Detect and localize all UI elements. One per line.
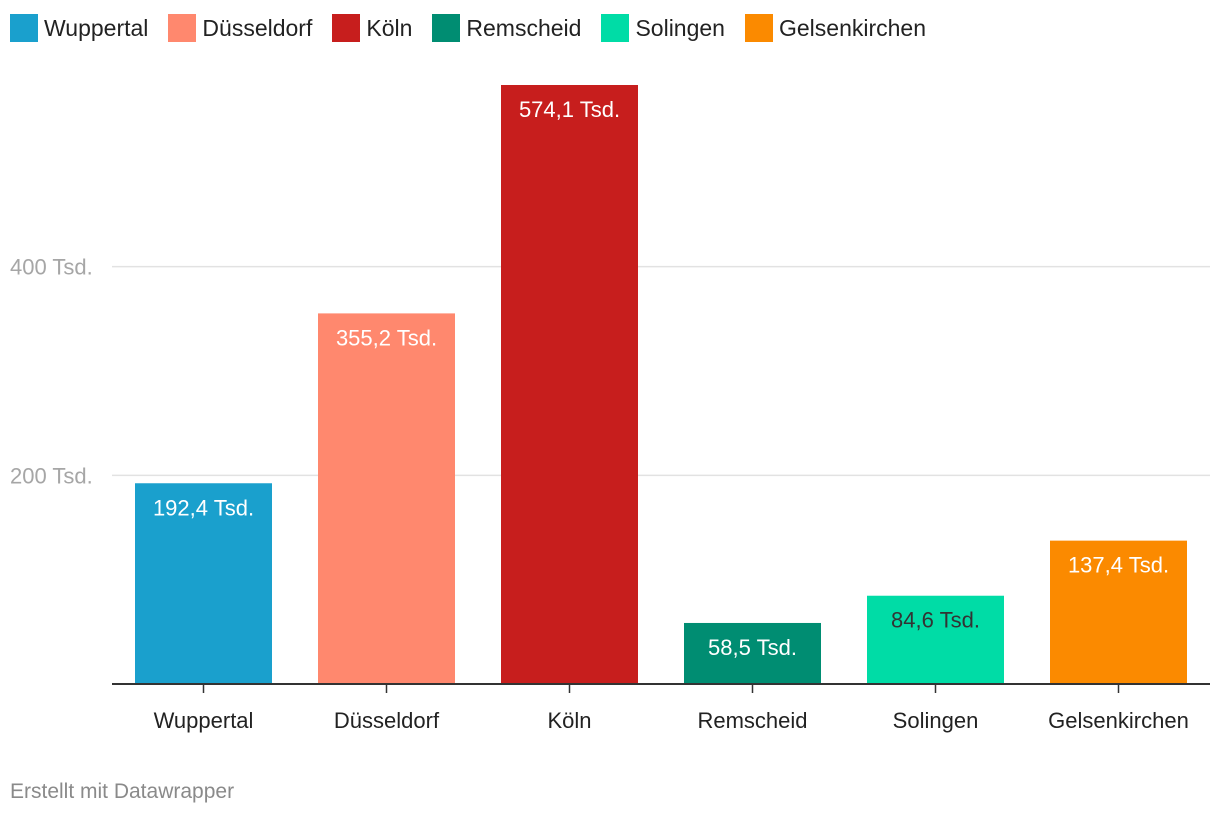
bar-wuppertal bbox=[135, 483, 272, 684]
legend-swatch bbox=[744, 14, 773, 42]
legend-label: Gelsenkirchen bbox=[778, 15, 927, 41]
x-tick-label: Wuppertal bbox=[154, 708, 254, 733]
bar-value-label: 574,1 Tsd. bbox=[519, 97, 620, 122]
legend-swatch bbox=[168, 14, 197, 42]
legend-swatch bbox=[601, 14, 630, 42]
bar-köln bbox=[501, 85, 638, 684]
x-tick-label: Köln bbox=[547, 708, 591, 733]
legend-label: Wuppertal bbox=[44, 15, 149, 41]
bar-value-label: 192,4 Tsd. bbox=[153, 495, 254, 520]
legend-item: Remscheid bbox=[432, 14, 581, 42]
legend-swatch bbox=[332, 14, 361, 42]
legend-item: Solingen bbox=[601, 14, 725, 42]
x-tick-label: Düsseldorf bbox=[334, 708, 440, 733]
y-tick-label: 400 Tsd. bbox=[10, 255, 93, 280]
bar-solingen bbox=[867, 595, 1004, 684]
bar-gelsenkirchen bbox=[1050, 540, 1187, 684]
legend-label: Remscheid bbox=[466, 15, 582, 41]
legend-label: Solingen bbox=[635, 15, 725, 41]
legend-label: Düsseldorf bbox=[202, 15, 313, 41]
legend-swatch bbox=[432, 14, 461, 42]
y-tick-label: 200 Tsd. bbox=[10, 463, 93, 488]
legend-label: Köln bbox=[366, 15, 413, 41]
x-tick-label: Solingen bbox=[893, 708, 979, 733]
footer-credit: Erstellt mit Datawrapper bbox=[10, 780, 235, 803]
bar-düsseldorf bbox=[318, 313, 455, 684]
bar-value-label: 58,5 Tsd. bbox=[708, 635, 797, 660]
legend-item: Düsseldorf bbox=[168, 14, 312, 42]
legend-item: Köln bbox=[332, 14, 412, 42]
bar-value-label: 355,2 Tsd. bbox=[336, 325, 437, 350]
bar-remscheid bbox=[684, 622, 821, 684]
bar-value-label: 84,6 Tsd. bbox=[891, 608, 980, 633]
legend-item: Wuppertal bbox=[10, 14, 148, 42]
legend-swatch bbox=[10, 14, 38, 42]
chart-legend: Wuppertal Düsseldorf Köln Remscheid Solingen… bbox=[10, 14, 946, 42]
bar-value-label: 137,4 Tsd. bbox=[1068, 553, 1169, 578]
legend-item: Gelsenkirchen bbox=[744, 14, 927, 42]
x-tick-label: Gelsenkirchen bbox=[1048, 708, 1189, 733]
bar-chart: 200 Tsd. 400 Tsd. 192,4 Tsd. Wuppertal 355,2… bbox=[10, 85, 1210, 733]
x-tick-label: Remscheid bbox=[697, 708, 807, 733]
